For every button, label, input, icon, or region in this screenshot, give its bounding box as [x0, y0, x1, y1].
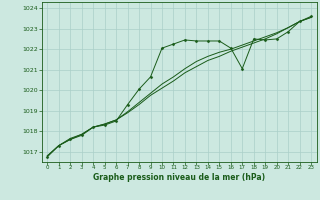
X-axis label: Graphe pression niveau de la mer (hPa): Graphe pression niveau de la mer (hPa) [93, 173, 265, 182]
